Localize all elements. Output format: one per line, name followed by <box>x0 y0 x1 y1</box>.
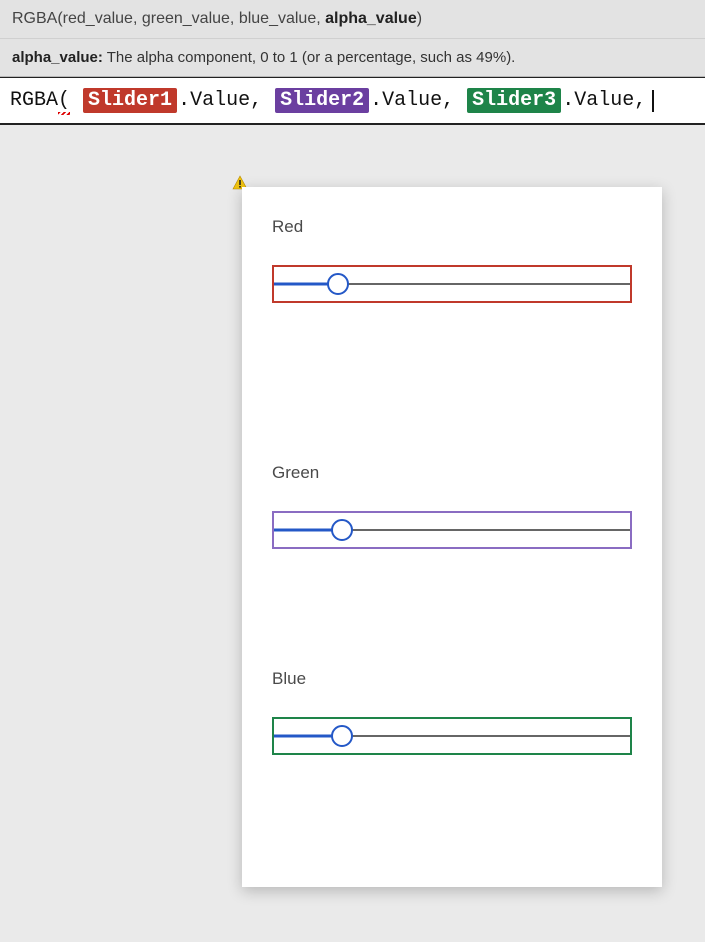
slider-red[interactable] <box>272 265 632 303</box>
slider-thumb[interactable] <box>331 519 353 541</box>
param-text: The alpha component, 0 to 1 (or a percen… <box>103 49 515 66</box>
text-cursor <box>652 90 654 112</box>
prop-2: .Value <box>562 89 634 112</box>
ref-slider1[interactable]: Slider1 <box>83 88 177 113</box>
label-blue: Blue <box>272 669 632 689</box>
canvas[interactable]: Red Green Blue <box>0 125 705 907</box>
slider-blue[interactable] <box>272 717 632 755</box>
spacer <box>272 313 632 463</box>
formula-bar[interactable]: RGBA( Slider1.Value, Slider2.Value, Slid… <box>0 77 705 125</box>
param-name: alpha_value: <box>12 49 103 66</box>
formula-fn: RGBA <box>10 89 58 112</box>
formula-open-paren: ( <box>58 89 70 112</box>
slider-block-green: Green <box>272 463 632 549</box>
ref-slider3[interactable]: Slider3 <box>467 88 561 113</box>
preview-card[interactable]: Red Green Blue <box>242 187 662 887</box>
slider-thumb[interactable] <box>327 273 349 295</box>
slider-block-red: Red <box>272 217 632 303</box>
spacer <box>272 559 632 669</box>
sig-param-3-active: alpha_value <box>325 10 417 27</box>
signature-tooltip: RGBA(red_value, green_value, blue_value,… <box>0 0 705 39</box>
sig-param-0: red_value <box>63 10 133 27</box>
label-green: Green <box>272 463 632 483</box>
prop-0: .Value <box>178 89 250 112</box>
slider-green[interactable] <box>272 511 632 549</box>
signature-fn: RGBA <box>12 10 57 27</box>
sig-param-1: green_value <box>142 10 230 27</box>
sig-param-2: blue_value <box>239 10 316 27</box>
param-description: alpha_value: The alpha component, 0 to 1… <box>0 39 705 77</box>
prop-1: .Value <box>370 89 442 112</box>
slider-thumb[interactable] <box>331 725 353 747</box>
slider-block-blue: Blue <box>272 669 632 755</box>
ref-slider2[interactable]: Slider2 <box>275 88 369 113</box>
label-red: Red <box>272 217 632 237</box>
